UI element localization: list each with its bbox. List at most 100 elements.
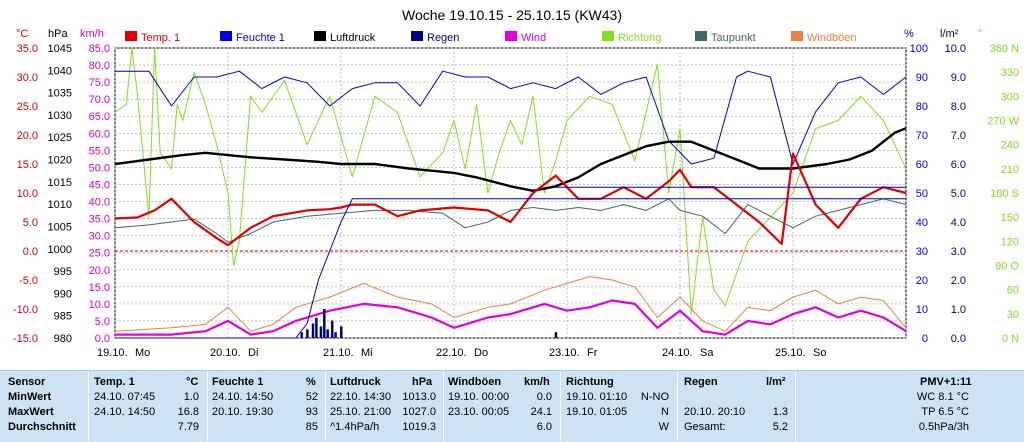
rain-tick-label: 2.0 [951,275,966,287]
dir-tick-label: 210 [1001,164,1019,176]
statistics-table [0,370,1024,442]
header-dir: Richtung [566,376,614,388]
table-separator [88,372,89,441]
dir-tick-label: 360 N [990,43,1019,55]
temp-tick-label: 0.0 [23,246,38,258]
table-cell-rain-v: 5.2 [772,421,788,433]
table-cell-hum-v: 85 [305,421,318,433]
dir-tick-label: 90 O [995,261,1019,273]
x-day-label: 24.10. [662,347,693,359]
wind-tick-label: 65.0 [89,111,110,123]
legend-swatch [695,31,707,41]
table-cell-pmv: 0.5hPa/3h [918,421,969,433]
dir-tick-label: 150 [1001,212,1019,224]
table-cell-temp-v: 7.79 [177,421,199,433]
wind-tick-label: 10.0 [89,299,110,311]
temp-tick-label: 10.0 [17,188,38,200]
header-temp-unit: °C [186,376,199,388]
table-cell-press-v: 1013.0 [402,391,436,403]
x-day-label: 23.10. [549,347,580,359]
header-gust: Windböen [448,376,502,388]
temp-tick-label: 15.0 [17,159,38,171]
legend-label: Wind [521,32,546,44]
legend-label: Feuchte 1 [236,32,285,44]
table-cell-press-t: 25.10. 21:00 [330,406,392,418]
table-cell-gust-v: 6.0 [536,421,552,433]
series-line-luftdruck [114,127,907,193]
legend-swatch [125,31,137,41]
table-cell-gust-v: 24.1 [530,406,552,418]
header-press: Luftdruck [330,376,381,388]
table-separator [677,372,678,441]
x-weekday-label: Sa [700,347,714,359]
press-tick-label: 1030 [48,110,72,122]
x-weekday-label: Do [474,347,488,359]
press-tick-label: 985 [54,311,72,323]
hum-tick-label: 40 [916,217,928,229]
wind-tick-label: 5.0 [95,316,110,328]
rain-tick-label: 7.0 [951,130,966,142]
temp-tick-label: -10.0 [13,304,38,316]
plot-area [114,47,907,339]
table-cell-rain-t: 20.10. 20:10 [684,406,746,418]
table-separator [207,372,208,441]
rain-tick-label: 8.0 [951,101,966,113]
table-separator [795,372,796,441]
legend-swatch [411,31,423,41]
rain-bar [326,329,329,338]
table-cell-pmv: TP 6.5 °C [921,406,969,418]
table-cell-dir-v: W [658,421,669,433]
legend-swatch [314,31,326,41]
dir-tick-label: 30 [1007,309,1019,321]
table-cell-hum-t: 20.10. 19:30 [212,406,274,418]
rain-bar [334,332,337,338]
series-line-taupunkt [114,198,907,243]
table-cell-hum-v: 52 [305,391,318,403]
x-weekday-label: Mo [135,347,150,359]
hum-tick-label: 60 [916,159,928,171]
table-cell-hum-t: 24.10. 14:50 [212,391,274,403]
wind-tick-label: 75.0 [89,77,110,89]
wind-tick-label: 70.0 [89,94,110,106]
press-tick-label: 990 [54,288,72,300]
legend-label: Temp. 1 [141,32,180,44]
dir-tick-label: 300 [1001,91,1019,103]
dir-tick-label: 60 [1007,285,1019,297]
table-cell-temp-v: 16.8 [177,406,199,418]
x-weekday-label: So [813,347,826,359]
wind-tick-label: 55.0 [89,145,110,157]
table-cell-temp-v: 1.0 [183,391,199,403]
table-cell-press-t: 22.10. 14:30 [330,391,392,403]
x-day-label: 19.10. [97,347,128,359]
table-separator [443,372,444,441]
dir-axis-unit: ° [978,28,982,40]
press-tick-label: 1040 [48,65,72,77]
temp-tick-label: 35.0 [17,43,38,55]
legend-label: Taupunkt [711,32,756,44]
rain-axis-unit: l/m² [940,28,959,40]
rain-tick-label: 0.0 [951,333,966,345]
legend-label: Luftdruck [330,32,376,44]
hum-tick-label: 90 [916,72,928,84]
rain-sum-line [115,198,906,339]
x-day-label: 22.10. [436,347,467,359]
rain-bar [319,326,323,338]
legend-label: Richtung [618,32,661,44]
table-cell-dir-t: 19.10. 01:05 [566,406,628,418]
series-line-feuchte-1 [115,70,907,165]
table-cell-dir-v: N [661,406,669,418]
temp-tick-label: 5.0 [23,217,38,229]
rain-bar [554,332,558,338]
header-rain: Regen [684,376,718,388]
wind-tick-label: 85.0 [89,43,110,55]
temp-tick-label: 30.0 [17,72,38,84]
rain-tick-label: 1.0 [951,304,966,316]
table-cell-dir-v: N-NO [640,391,669,403]
header-hum: Feuchte 1 [212,376,264,388]
temp-tick-label: 20.0 [17,130,38,142]
press-axis-unit: hPa [48,28,68,40]
table-cell-gust-t: 23.10. 00:05 [448,406,510,418]
dir-tick-label: 270 W [987,116,1019,128]
rain-bar [323,309,326,338]
wind-tick-label: 60.0 [89,128,110,140]
